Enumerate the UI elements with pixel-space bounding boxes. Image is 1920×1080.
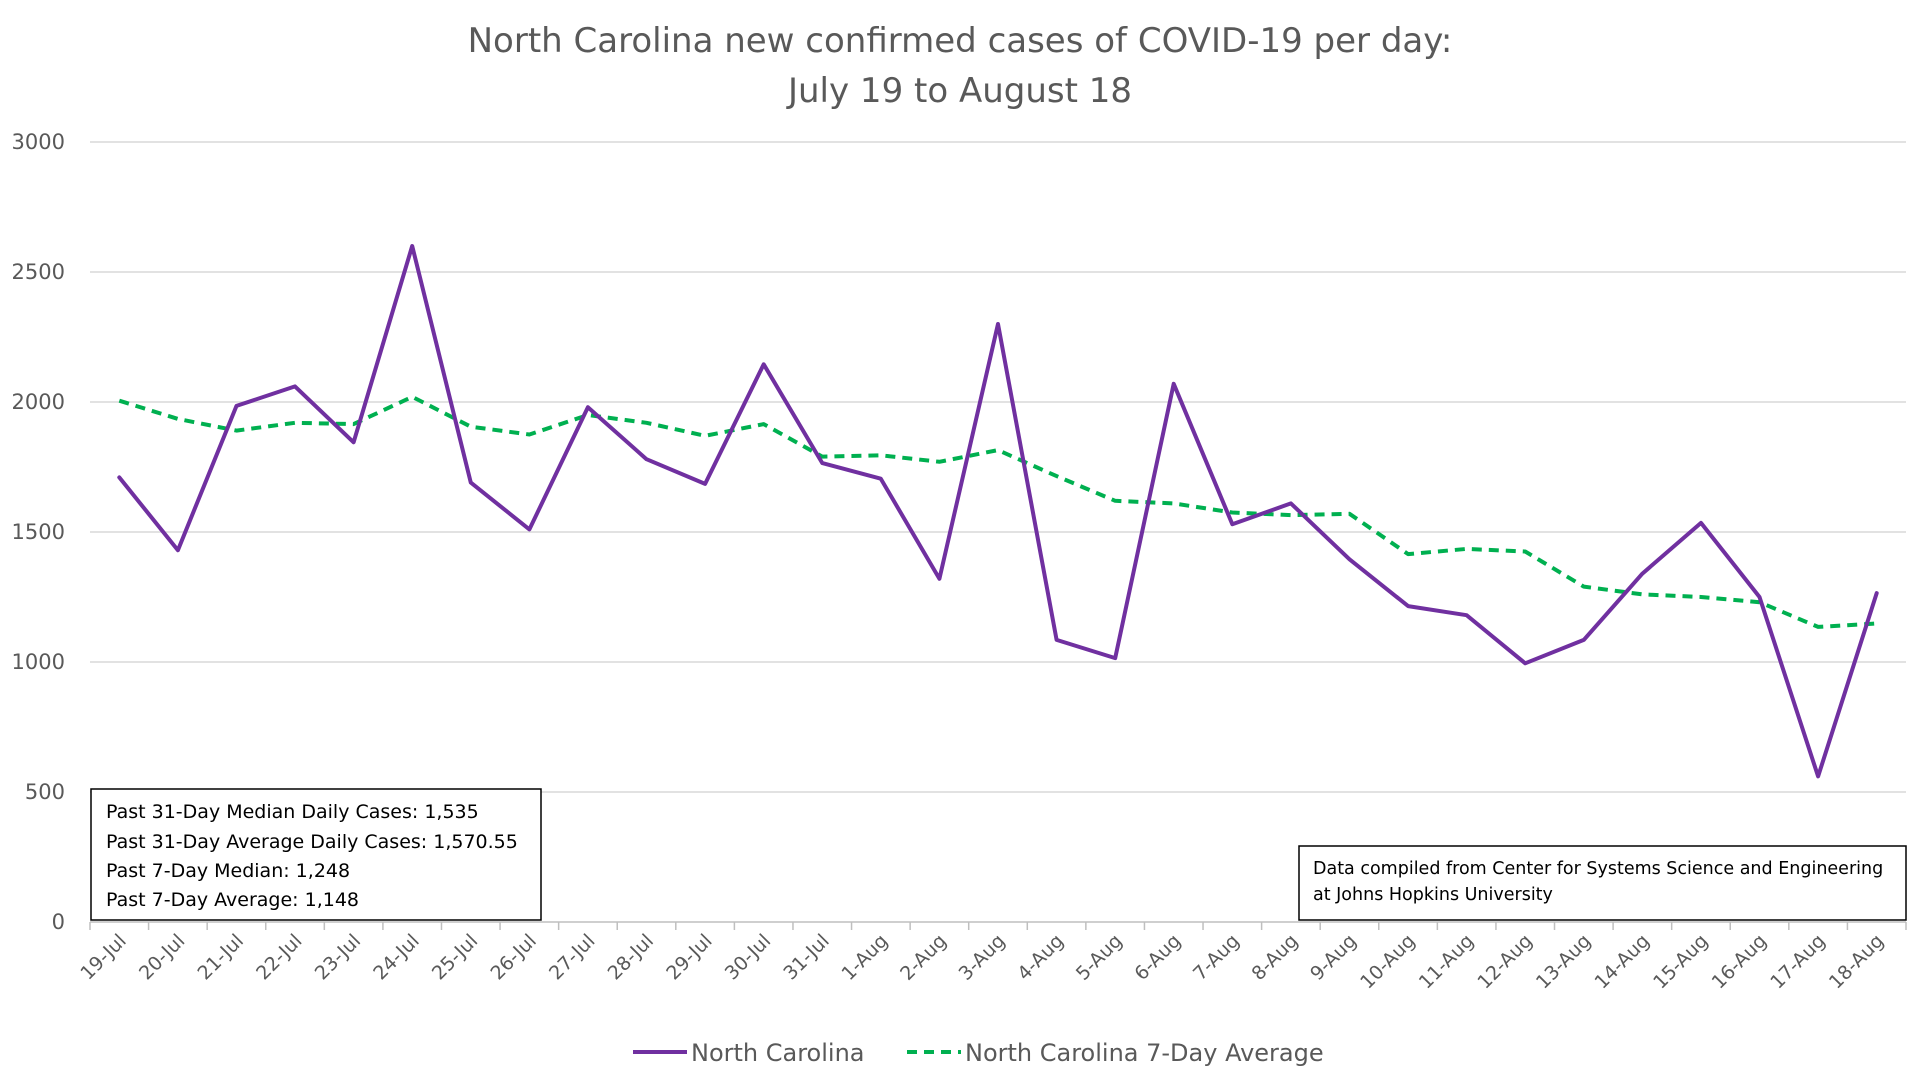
- x-tick-label: 13-Aug: [1532, 930, 1595, 993]
- legend-label-north-carolina: North Carolina: [691, 1039, 865, 1067]
- x-tick-label: 19-Jul: [76, 930, 130, 984]
- x-tick-label: 30-Jul: [721, 930, 775, 984]
- x-tick-label: 24-Jul: [369, 930, 423, 984]
- y-tick-label: 2500: [12, 260, 65, 284]
- chart-subtitle: July 19 to August 18: [786, 71, 1132, 111]
- legend-label-7-day-average: North Carolina 7-Day Average: [965, 1039, 1324, 1067]
- x-tick-label: 20-Jul: [135, 930, 189, 984]
- source-box: Data compiled from Center for Systems Sc…: [1298, 845, 1907, 921]
- stats-line: Past 31-Day Average Daily Cases: 1,570.5…: [106, 831, 518, 853]
- legend: North Carolina North Carolina 7-Day Aver…: [633, 1039, 1324, 1067]
- y-tick-label: 3000: [12, 130, 65, 154]
- plot-area: [117, 244, 1879, 779]
- x-tick-label: 18-Aug: [1825, 930, 1888, 993]
- x-tick-label: 26-Jul: [486, 930, 540, 984]
- x-tick-label: 27-Jul: [545, 930, 599, 984]
- stats-box-border: [90, 788, 542, 921]
- x-axis: 19-Jul 20-Jul 21-Jul 22-Jul 23-Jul 24-Jul 25-J…: [76, 922, 1907, 993]
- x-tick-label: 12-Aug: [1473, 930, 1536, 993]
- x-tick-label: 5-Aug: [1072, 930, 1127, 985]
- x-tick-label: 2-Aug: [896, 930, 951, 985]
- y-tick-label: 2000: [12, 390, 65, 414]
- series-line-7-day-average: [118, 394, 1877, 629]
- series-line-north-carolina: [117, 244, 1879, 779]
- x-tick-label: 7-Aug: [1189, 930, 1244, 985]
- x-tick-label: 6-Aug: [1130, 930, 1185, 985]
- x-tick-label: 31-Jul: [779, 930, 833, 984]
- x-tick-label: 8-Aug: [1248, 930, 1303, 985]
- x-tick-label: 1-Aug: [837, 930, 892, 985]
- y-tick-label: 500: [25, 780, 65, 804]
- stats-line: Past 31-Day Median Daily Cases: 1,535: [106, 801, 479, 823]
- x-tick-label: 29-Jul: [662, 930, 716, 984]
- stats-line: Past 7-Day Median: 1,248: [106, 860, 350, 882]
- y-tick-label: 0: [52, 910, 65, 934]
- x-tick-label: 22-Jul: [252, 930, 306, 984]
- y-tick-label: 1500: [12, 520, 65, 544]
- x-tick-label: 28-Jul: [604, 930, 658, 984]
- x-tick-label: 23-Jul: [311, 930, 365, 984]
- stats-box: Past 31-Day Median Daily Cases: 1,535 Pa…: [90, 788, 542, 921]
- source-box-border: [1298, 845, 1907, 921]
- y-tick-label: 1000: [12, 650, 65, 674]
- x-tick-label: 16-Aug: [1708, 930, 1771, 993]
- x-tick-label: 10-Aug: [1356, 930, 1419, 993]
- x-tick-label: 25-Jul: [428, 930, 482, 984]
- x-tick-label: 14-Aug: [1590, 930, 1653, 993]
- x-tick-label: 17-Aug: [1766, 930, 1829, 993]
- stats-line: Past 7-Day Average: 1,148: [106, 889, 359, 911]
- x-tick-label: 9-Aug: [1306, 930, 1361, 985]
- y-axis: 0 500 1000 1500 2000 2500 3000: [12, 130, 65, 934]
- x-tick-label: 11-Aug: [1415, 930, 1478, 993]
- source-line: at Johns Hopkins University: [1313, 885, 1553, 905]
- x-tick-label: 4-Aug: [1013, 930, 1068, 985]
- source-line: Data compiled from Center for Systems Sc…: [1313, 859, 1883, 879]
- x-tick-label: 3-Aug: [955, 930, 1010, 985]
- chart-title: North Carolina new confirmed cases of CO…: [468, 21, 1453, 61]
- x-tick-label: 21-Jul: [194, 930, 248, 984]
- x-tick-label: 15-Aug: [1649, 930, 1712, 993]
